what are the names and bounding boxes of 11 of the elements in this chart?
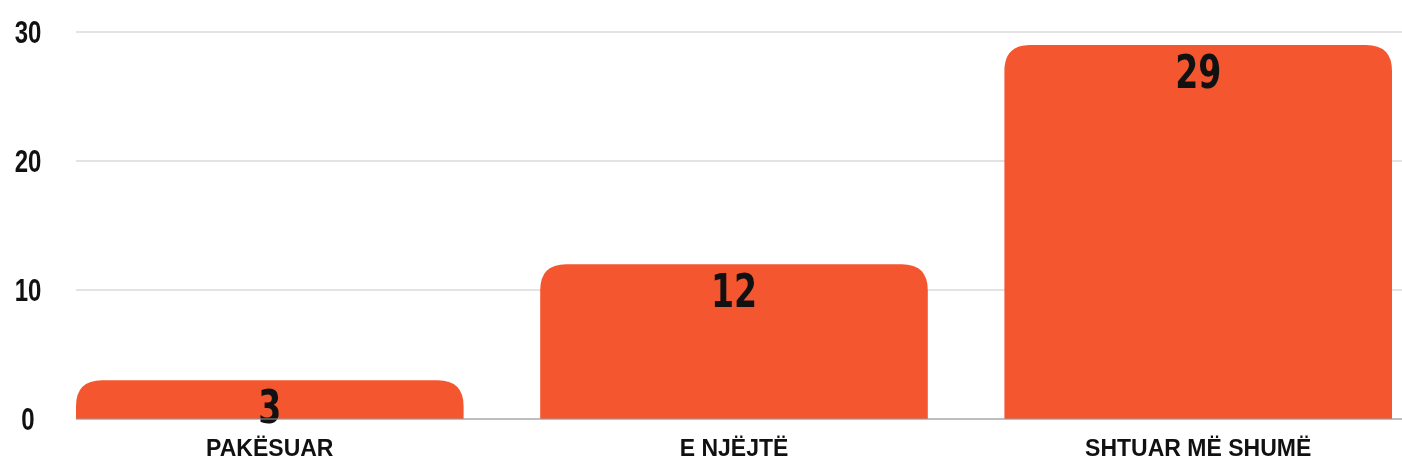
data-label: 12 bbox=[710, 263, 758, 319]
x-tick-label: PAKËSUAR bbox=[206, 435, 334, 461]
bar bbox=[540, 264, 928, 419]
x-tick-label: E NJËJTË bbox=[679, 435, 789, 461]
y-tick-label: 10 bbox=[14, 271, 42, 308]
y-tick-label: 0 bbox=[21, 400, 35, 437]
y-tick-label: 20 bbox=[14, 142, 42, 179]
data-label: 29 bbox=[1175, 44, 1222, 99]
bar bbox=[1004, 44, 1392, 419]
y-tick-label: 30 bbox=[14, 13, 42, 50]
x-tick-label: SHTUAR MË SHUMË bbox=[1085, 435, 1312, 461]
